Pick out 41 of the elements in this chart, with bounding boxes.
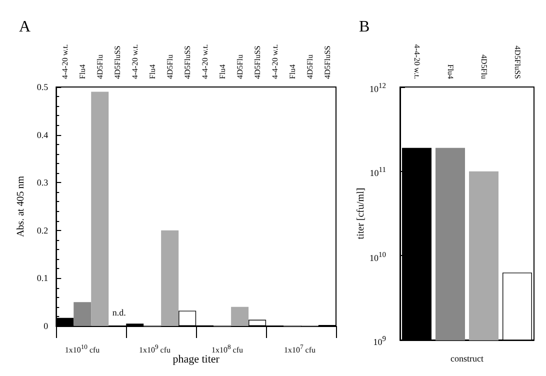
chart-title: B	[359, 18, 370, 36]
y-tick-label: 0.3	[36, 178, 49, 188]
y-tick-label: 10$^{12}$	[370, 80, 386, 95]
x-tick-label: Flu4	[148, 64, 157, 79]
x-tick-label: 4-4-20 w.t.	[130, 44, 140, 79]
x-tick-label: 4D5Flu	[479, 54, 488, 79]
annotation: n.d.	[112, 308, 126, 318]
x-tick-label: 4D5Flu	[165, 54, 174, 79]
x-tick-label: 4-4-20 w.t.	[412, 44, 422, 79]
x-tick-label: 4-4-20 w.t.	[60, 44, 70, 79]
text: 1x10$^{8}$ cfu	[211, 343, 244, 355]
x-tick-label: Flu4	[288, 64, 297, 79]
x-tick-label: 4D5Flu	[305, 54, 314, 79]
y-tick-label: 10$^{11}$	[370, 164, 386, 180]
x-tick-label: 4-4-20 w.t.	[270, 44, 280, 79]
x-tick-label: Flu4	[446, 64, 455, 79]
x-axis-title: construct	[450, 354, 484, 364]
x-tick-label: 4D5FluSS	[112, 46, 122, 79]
x-tick-label: 4D5FluSS	[252, 46, 262, 79]
x-tick-label: 4-4-20 w.t.	[200, 44, 210, 79]
y-tick-label: 10$^{9}$	[373, 333, 386, 348]
y-tick-label: 0.4	[36, 130, 49, 140]
text: 1x10$^{9}$ cfu	[138, 343, 171, 357]
x-tick-label: 4D5Flu	[95, 54, 104, 79]
y-tick-label: 0.2	[36, 225, 48, 236]
y-tick-label: 0.5	[36, 82, 49, 92]
chart-title: A	[19, 18, 31, 36]
x-axis-title: phage titer	[172, 354, 220, 366]
x-tick-label: 4D5Flu	[235, 54, 244, 79]
x-tick-label: 4D5FluSS	[182, 46, 192, 79]
y-tick-label: 10$^{10}$	[370, 248, 386, 264]
y-axis-title: Abs. at 405 nm	[16, 176, 26, 238]
y-tick-label: 0	[44, 321, 49, 331]
x-tick-label: 4D5FluSS	[322, 46, 332, 79]
x-tick-label: Flu4	[218, 64, 227, 79]
text: 1x10$^{7}$ cfu	[284, 343, 316, 357]
x-tick-label: Flu4	[78, 64, 87, 79]
y-axis-title: titer [cfu/ml]	[356, 188, 366, 240]
x-tick-label: 4D5FluSS	[512, 46, 522, 79]
y-tick-label: 0.1	[36, 273, 48, 284]
text: 1x10$^{10}$ cfu	[64, 343, 100, 357]
